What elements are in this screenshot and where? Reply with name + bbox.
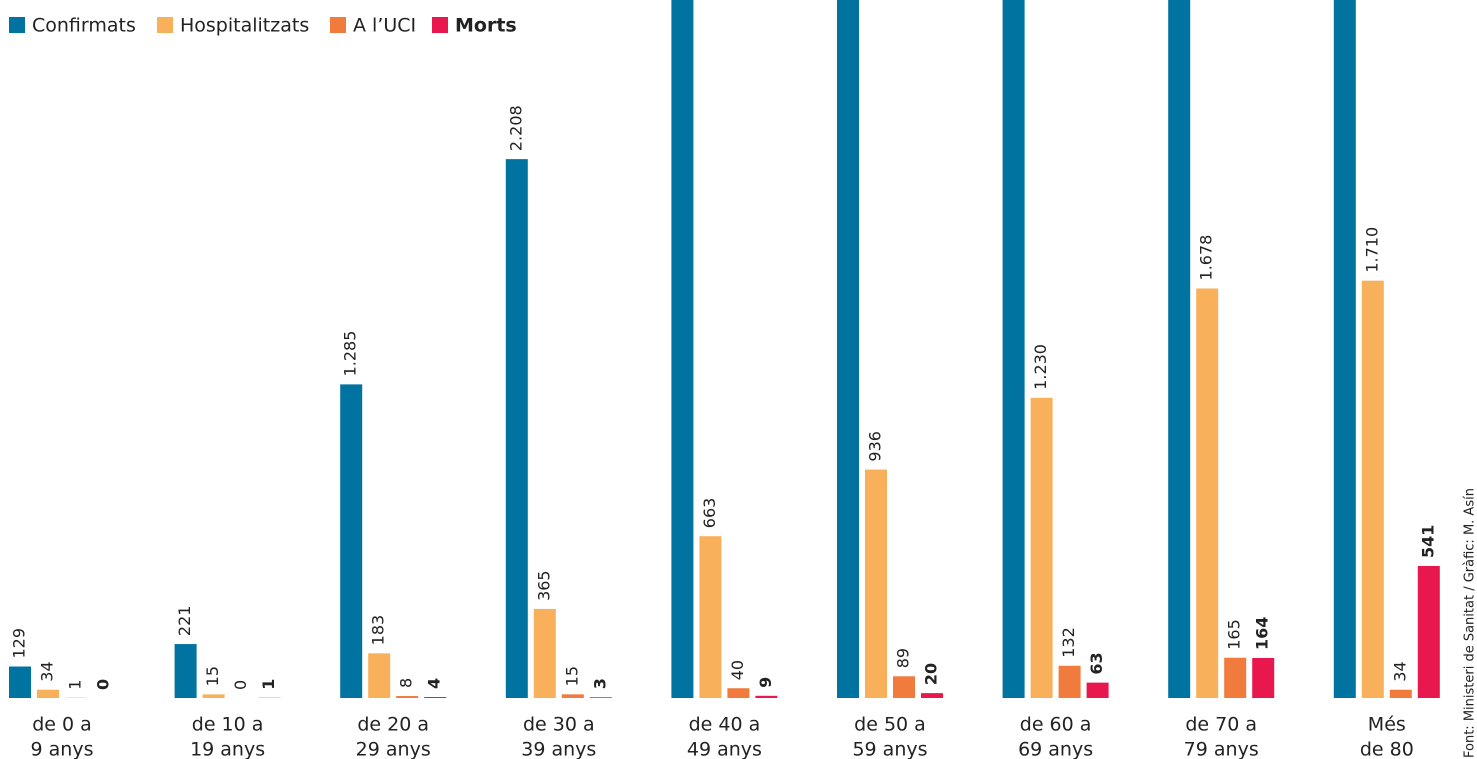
bar: [589, 697, 612, 698]
value-label: 89: [894, 648, 913, 668]
bar: [1252, 657, 1275, 698]
bar: [561, 694, 584, 698]
bar: [1224, 657, 1247, 698]
bar: [1086, 682, 1109, 698]
x-tick-label: 39 anys: [521, 739, 596, 759]
value-label: 40: [728, 660, 747, 680]
bar: [699, 536, 722, 698]
legend-swatch: [157, 17, 173, 33]
bar: [865, 469, 887, 698]
value-label: 541: [1418, 525, 1437, 558]
value-label: 164: [1253, 617, 1272, 650]
value-label: 3: [590, 678, 609, 689]
x-tick-label: Més: [1368, 714, 1406, 736]
value-label: 132: [1059, 627, 1078, 658]
value-label: 63: [1087, 652, 1106, 674]
x-tick-label: de 50 a: [854, 714, 926, 736]
value-label: 4: [425, 678, 444, 689]
value-label: 8: [397, 678, 416, 688]
bar: [368, 653, 391, 698]
bar: [1168, 0, 1191, 698]
value-label: 165: [1225, 619, 1244, 650]
x-tick-label: 49 anys: [687, 739, 762, 759]
bar: [1058, 665, 1081, 698]
legend-label: Hospitalitzats: [180, 15, 309, 37]
bar: [1389, 689, 1412, 698]
x-tick-label: de 70 a: [1185, 714, 1257, 736]
legend-swatch: [330, 17, 346, 33]
bar: [1030, 397, 1053, 698]
x-tick-label: de 0 a: [32, 714, 92, 736]
bar: [37, 689, 59, 698]
value-label: 1.230: [1031, 344, 1050, 390]
x-tick-label: de 60 a: [1020, 714, 1092, 736]
legend-swatch: [9, 17, 25, 33]
bar: [671, 0, 694, 698]
bar: [755, 695, 778, 698]
value-label: 15: [203, 666, 222, 686]
x-tick-label: de 30 a: [523, 714, 595, 736]
value-label: 1: [66, 680, 85, 690]
bar: [396, 696, 419, 698]
value-label: 936: [866, 431, 885, 462]
value-label: 183: [369, 615, 388, 646]
bar: [202, 694, 225, 698]
legend-label: A l’UCI: [353, 15, 416, 37]
x-tick-label: 69 anys: [1018, 739, 1093, 759]
bar: [9, 666, 31, 698]
x-tick-label: de 10 a: [192, 714, 264, 736]
value-label: 1: [259, 679, 278, 690]
value-label: 2.208: [506, 105, 525, 151]
bar: [505, 159, 528, 698]
source: Font: Ministeri de Sanitat / Gràfic: M. …: [1463, 488, 1477, 758]
value-label: 15: [562, 666, 581, 686]
bar: [921, 693, 943, 698]
value-label: 663: [700, 498, 719, 529]
bar: [1196, 288, 1219, 698]
bar: [727, 688, 750, 698]
value-label: 365: [534, 570, 553, 601]
value-label: 9: [756, 677, 775, 688]
value-label: 20: [922, 663, 941, 685]
bar: [174, 644, 197, 698]
value-label: 129: [10, 628, 29, 659]
x-tick-label: de 40 a: [689, 714, 761, 736]
x-tick-label: de 20 a: [357, 714, 429, 736]
bar: [533, 608, 556, 698]
bar: [1417, 565, 1440, 698]
bar: [1333, 0, 1356, 699]
bar: [1361, 280, 1384, 698]
value-label: 34: [1390, 661, 1409, 681]
bar: [837, 0, 859, 699]
bar: [340, 384, 363, 698]
legend-swatch: [432, 17, 448, 33]
x-tick-label: de 80: [1360, 739, 1414, 759]
x-tick-label: 19 anys: [190, 739, 265, 759]
x-tick-label: 79 anys: [1184, 739, 1259, 759]
x-tick-label: 59 anys: [852, 739, 927, 759]
x-tick-label: 9 anys: [31, 739, 94, 759]
bar: [1002, 0, 1025, 699]
value-label: 1.678: [1197, 235, 1216, 281]
bar: [424, 697, 447, 698]
value-label: 1.285: [341, 331, 360, 377]
legend-label: Morts: [455, 15, 517, 37]
value-label: 221: [175, 606, 194, 637]
legend-label: Confirmats: [32, 15, 136, 37]
value-label: 1.710: [1362, 227, 1381, 273]
value-label: 34: [38, 661, 57, 681]
value-label: 0: [94, 679, 113, 690]
value-label: 0: [231, 680, 250, 690]
x-tick-label: 29 anys: [356, 739, 431, 759]
bar: [893, 676, 915, 698]
